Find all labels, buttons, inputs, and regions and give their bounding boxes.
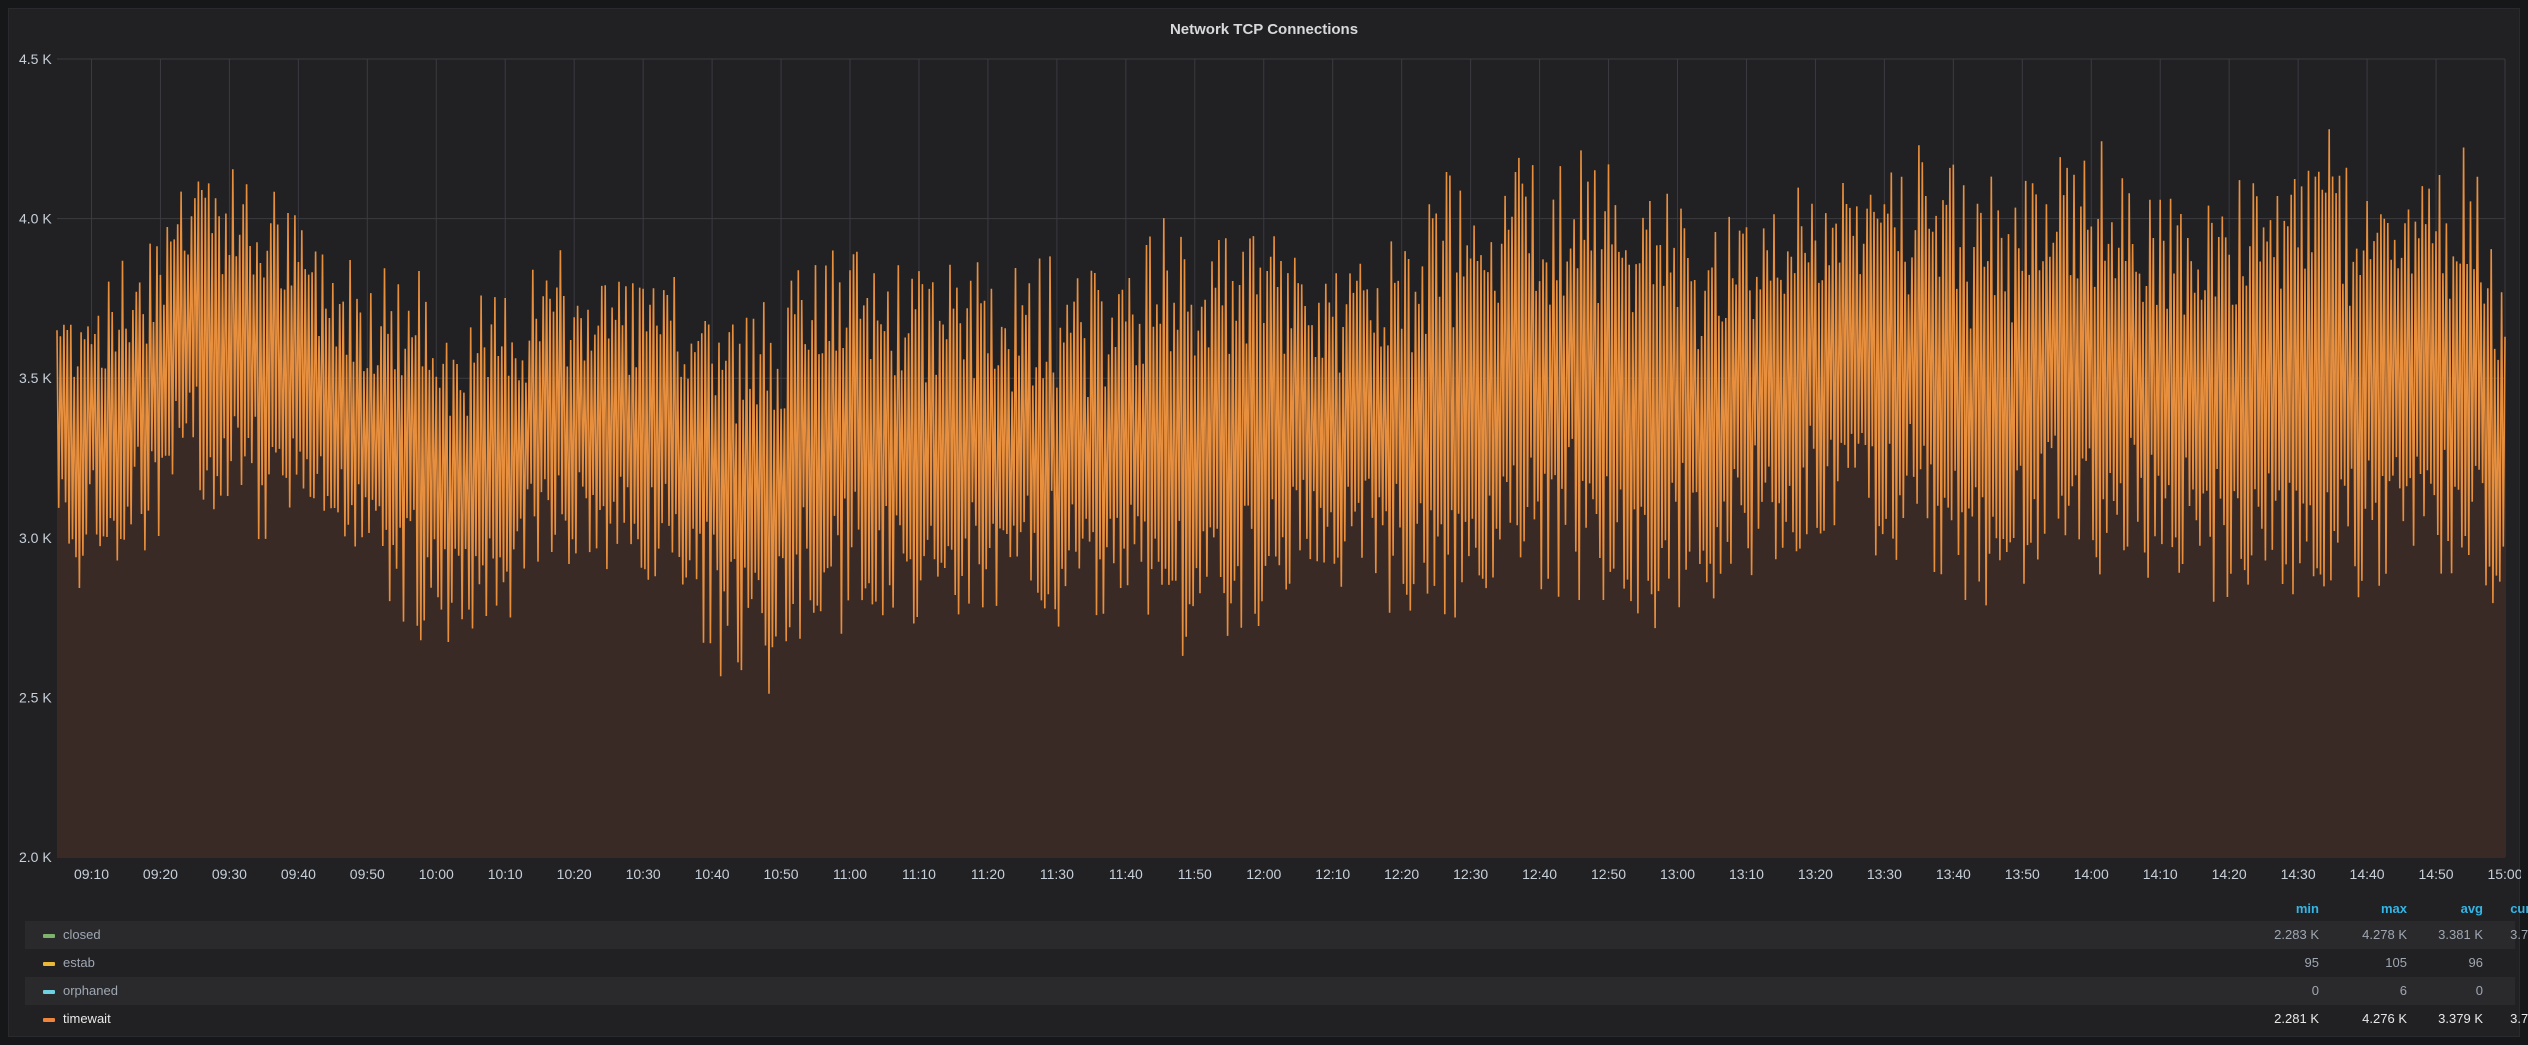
- x-tick-label: 14:50: [2419, 866, 2454, 882]
- legend-header: min max avg current: [25, 899, 2528, 921]
- legend-current: 3.713 K: [2510, 1011, 2528, 1026]
- x-tick-label: 10:40: [695, 866, 730, 882]
- legend-series-name[interactable]: estab: [63, 955, 95, 970]
- legend-avg: 3.379 K: [2438, 1011, 2483, 1026]
- legend-avg: 0: [2475, 983, 2483, 998]
- legend-min: 2.283 K: [2274, 927, 2319, 942]
- y-tick-label: 3.0 K: [19, 530, 52, 546]
- y-tick-label: 3.5 K: [19, 370, 52, 386]
- legend-avg: 3.381 K: [2438, 927, 2483, 942]
- x-tick-label: 13:10: [1729, 866, 1764, 882]
- x-tick-label: 12:10: [1315, 866, 1350, 882]
- x-tick-label: 13:50: [2005, 866, 2040, 882]
- legend-color-swatch[interactable]: [43, 962, 55, 966]
- x-tick-label: 14:30: [2281, 866, 2316, 882]
- graph-panel: Network TCP Connections 2.0 K 2.5 K 3.0 K 3…: [8, 8, 2528, 1037]
- legend-color-swatch[interactable]: [43, 934, 55, 938]
- x-tick-label: 13:30: [1867, 866, 1902, 882]
- x-tick-label: 12:50: [1591, 866, 1626, 882]
- legend-row-closed[interactable]: closed 2.283 K 4.278 K 3.381 K 3.715 K: [25, 921, 2528, 949]
- legend-row-estab[interactable]: estab 95 105 96 96: [25, 949, 2515, 977]
- series-line: [56, 129, 2506, 694]
- x-tick-label: 09:10: [74, 866, 109, 882]
- x-tick-label: 14:40: [2350, 866, 2385, 882]
- x-tick-label: 10:10: [488, 866, 523, 882]
- legend-header-current[interactable]: current: [2510, 901, 2528, 916]
- legend-series-name[interactable]: closed: [63, 927, 101, 942]
- y-tick-label: 2.0 K: [19, 849, 52, 865]
- x-tick-label: 11:30: [1040, 866, 1074, 882]
- y-tick-label: 2.5 K: [19, 689, 52, 705]
- x-tick-label: 10:30: [626, 866, 661, 882]
- legend-series-name[interactable]: timewait: [63, 1011, 111, 1026]
- x-axis: 09:10 09:20 09:30 09:40 09:50 10:00 10:10 10:20…: [74, 866, 2521, 882]
- y-tick-label: 4.0 K: [19, 211, 52, 227]
- panel-title[interactable]: Network TCP Connections: [1169, 21, 1359, 38]
- series-area-fill: [57, 129, 2505, 857]
- x-tick-label: 11:20: [971, 866, 1005, 882]
- x-tick-label: 10:20: [557, 866, 592, 882]
- legend-current: 0: [2475, 977, 2528, 1005]
- x-tick-label: 11:00: [833, 866, 867, 882]
- x-tick-label: 14:00: [2074, 866, 2109, 882]
- x-tick-label: 13:00: [1660, 866, 1695, 882]
- legend-header-avg[interactable]: avg: [2460, 901, 2483, 916]
- legend-current: 96: [2475, 949, 2528, 977]
- x-tick-label: 11:10: [902, 866, 936, 882]
- legend-color-swatch[interactable]: [43, 990, 55, 994]
- x-tick-label: 11:50: [1178, 866, 1212, 882]
- y-axis: 2.0 K 2.5 K 3.0 K 3.5 K 4.0 K 4.5 K: [19, 51, 52, 865]
- x-tick-label: 09:20: [143, 866, 178, 882]
- x-tick-label: 12:20: [1384, 866, 1419, 882]
- chart-area[interactable]: 2.0 K 2.5 K 3.0 K 3.5 K 4.0 K 4.5 K 09:10 09:2…: [9, 9, 2521, 889]
- legend-table: min max avg current closed 2.283 K 4.278…: [25, 899, 2528, 1033]
- x-tick-label: 14:20: [2212, 866, 2247, 882]
- series-timewait[interactable]: [56, 129, 2506, 857]
- legend-max: 4.278 K: [2362, 927, 2407, 942]
- x-tick-label: 13:40: [1936, 866, 1971, 882]
- x-tick-label: 10:50: [764, 866, 799, 882]
- x-tick-label: 09:50: [350, 866, 385, 882]
- legend-max: 105: [2385, 955, 2407, 970]
- x-tick-label: 09:30: [212, 866, 247, 882]
- legend-header-min[interactable]: min: [2295, 901, 2319, 916]
- x-tick-label: 14:10: [2143, 866, 2178, 882]
- legend-max: 6: [2399, 983, 2407, 998]
- legend-row-orphaned[interactable]: orphaned 0 6 0 0: [25, 977, 2515, 1005]
- legend-series-name[interactable]: orphaned: [63, 983, 118, 998]
- legend-avg: 96: [2468, 955, 2483, 970]
- legend-min: 95: [2304, 955, 2319, 970]
- x-tick-label: 09:40: [281, 866, 316, 882]
- x-tick-label: 11:40: [1109, 866, 1143, 882]
- x-tick-label: 12:30: [1453, 866, 1488, 882]
- legend-min: 2.281 K: [2274, 1011, 2319, 1026]
- y-tick-label: 4.5 K: [19, 51, 52, 67]
- legend-min: 0: [2311, 983, 2319, 998]
- legend-row-timewait[interactable]: timewait 2.281 K 4.276 K 3.379 K 3.713 K: [25, 1005, 2528, 1033]
- legend-max: 4.276 K: [2362, 1011, 2407, 1026]
- legend-current: 3.715 K: [2510, 927, 2528, 942]
- x-tick-label: 13:20: [1798, 866, 1833, 882]
- x-tick-label: 15:00: [2487, 866, 2521, 882]
- legend-header-max[interactable]: max: [2380, 901, 2407, 916]
- legend-color-swatch[interactable]: [43, 1018, 55, 1022]
- x-tick-label: 10:00: [419, 866, 454, 882]
- x-tick-label: 12:40: [1522, 866, 1557, 882]
- x-tick-label: 12:00: [1246, 866, 1281, 882]
